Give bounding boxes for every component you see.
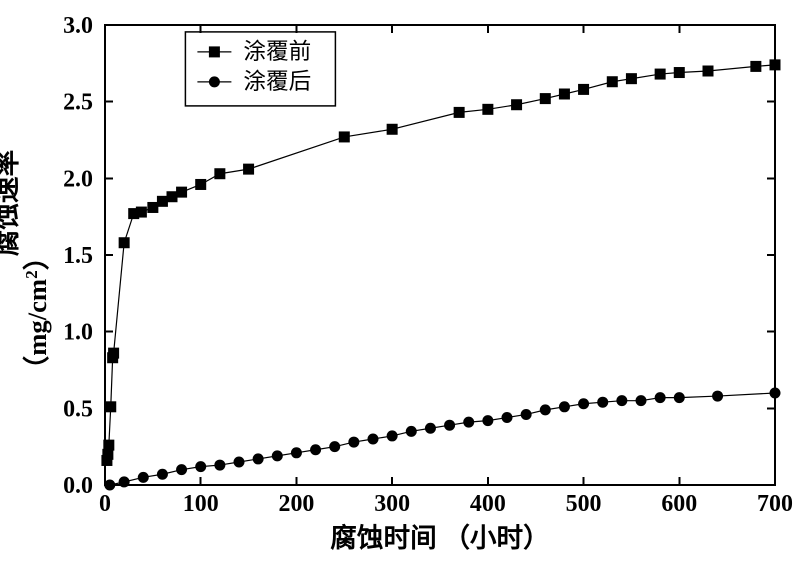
corrosion-rate-chart: 0 100 200 300 400 500 600 700 0.0 0.5 1.0 1.5 2.0 2.5… [0,0,800,579]
svg-text:700: 700 [757,491,793,517]
svg-text:涂覆后: 涂覆后 [243,69,311,94]
svg-text:3.0: 3.0 [63,13,93,39]
svg-text:300: 300 [374,491,410,517]
svg-text:腐蚀时间 （小时）: 腐蚀时间 （小时） [330,523,549,553]
svg-text:600: 600 [661,491,697,517]
svg-text:1.0: 1.0 [63,320,93,346]
chart-container: 0 100 200 300 400 500 600 700 0.0 0.5 1.0 1.5 2.0 2.5… [0,0,800,579]
svg-text:0.0: 0.0 [63,473,93,499]
svg-text:400: 400 [470,491,506,517]
svg-text:200: 200 [278,491,314,517]
svg-text:腐蚀速率: 腐蚀速率 [0,150,22,256]
svg-text:（mg/cm2）: （mg/cm2） [22,244,53,383]
svg-text:0: 0 [99,491,111,517]
svg-text:0.5: 0.5 [63,396,93,422]
svg-text:涂覆前: 涂覆前 [243,39,311,64]
svg-text:2.5: 2.5 [63,90,93,116]
svg-text:1.5: 1.5 [63,243,93,269]
svg-text:100: 100 [183,491,219,517]
svg-text:2.0: 2.0 [63,166,93,192]
svg-text:500: 500 [566,491,602,517]
